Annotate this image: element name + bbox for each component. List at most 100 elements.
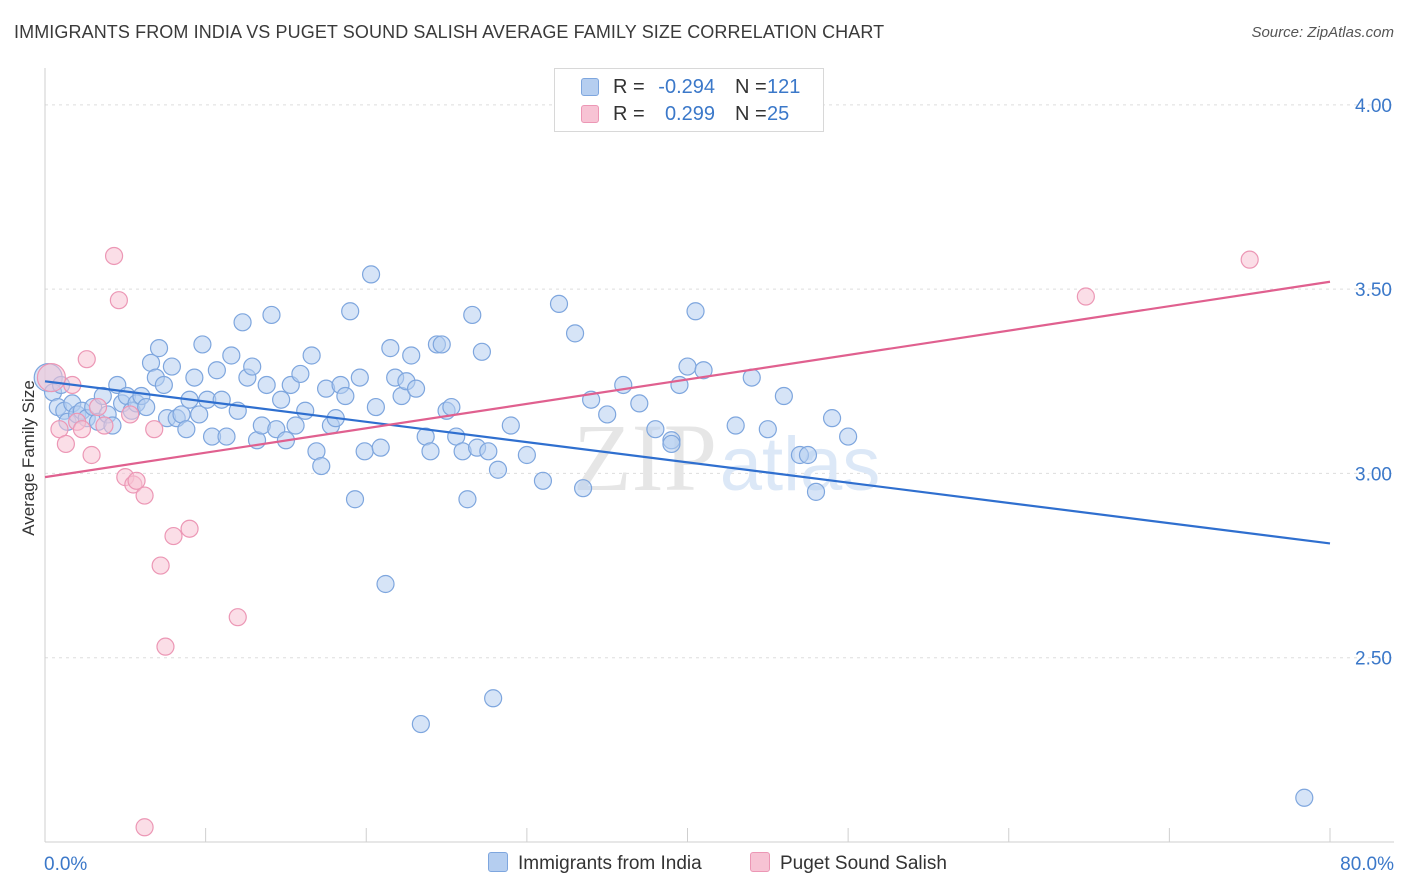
data-point [646,420,665,439]
data-point [135,486,154,505]
data-point [302,346,321,365]
data-point [406,379,426,398]
data-point [774,386,793,406]
data-point [839,427,858,446]
data-point [77,350,96,369]
data-point [185,368,204,387]
data-point [121,405,140,424]
data-point [371,438,390,457]
data-point [296,401,315,420]
legend-r-value: 0.299 [664,103,715,125]
data-point [565,324,585,343]
legend-swatch-blue [581,78,599,96]
data-point [573,479,593,498]
data-point [212,390,231,409]
data-point [366,397,385,417]
legend-row-india: R = -0.294 N = 121 [555,75,823,101]
data-point [127,471,146,490]
legend-n-value: 121 [767,76,801,98]
data-point [549,294,569,313]
data-point [472,342,491,361]
data-point [345,490,365,509]
data-point [164,526,183,546]
data-point [381,339,400,358]
data-point [82,445,101,465]
data-point [533,471,553,490]
data-point [109,291,128,310]
data-point [336,386,355,406]
data-point [686,302,705,321]
data-point [758,420,777,439]
data-point [262,305,281,325]
data-point [501,416,520,435]
data-point [56,434,75,454]
data-point [355,442,374,461]
legend-r-label: R = [613,76,645,98]
data-point [376,574,395,594]
data-point [145,420,164,439]
data-point [432,335,451,354]
y-tick-label: 3.50 [1355,280,1392,301]
correlation-legend: R = -0.294 N = 121 R = 0.299 N = 25 [554,68,824,132]
legend-label-salish: Puget Sound Salish [780,853,947,874]
data-point [193,335,212,354]
series-immigrants-india [33,265,1314,807]
data-point [694,361,713,380]
data-point [135,818,154,837]
data-point [286,416,305,435]
data-point [177,420,196,439]
watermark: ZIP atlas [573,404,880,511]
y-tick-label: 2.50 [1355,649,1392,670]
data-point [488,460,508,479]
source-label: Source: ZipAtlas.com [1251,24,1394,41]
data-point [421,442,440,461]
data-point [822,409,842,428]
y-tick-labels: 2.50 3.00 3.50 4.00 [1355,96,1392,670]
data-point [361,265,381,284]
data-point [598,405,617,424]
data-point [479,442,498,461]
data-point [726,416,745,435]
legend-swatch-pink [581,105,599,123]
x-tick-label: 0.0% [44,854,87,875]
data-point [149,339,169,358]
legend-label-india: Immigrants from India [518,853,702,874]
data-point [154,375,173,395]
data-point [1240,250,1259,269]
x-tick-label: 80.0% [1340,854,1394,875]
data-point [243,357,262,376]
data-point [151,556,170,575]
legend-n-label: N = [735,76,767,98]
legend-r-value: -0.294 [658,76,715,98]
data-point [222,346,241,365]
data-point [798,445,818,465]
data-point [517,445,536,465]
y-axis-label: Average Family Size [19,380,38,536]
data-point [72,420,92,439]
data-point [411,714,430,734]
data-point [678,357,697,376]
data-point [458,490,477,509]
legend-swatch-pink [750,852,770,872]
legend-row-salish: R = 0.299 N = 25 [555,102,823,128]
data-point [630,394,649,413]
data-point [207,361,226,380]
data-point [341,302,360,321]
data-point [1076,287,1095,306]
data-point [484,689,503,708]
data-point [217,427,236,446]
data-point [180,519,199,538]
trend-lines [44,280,1331,545]
legend-item-india: Immigrants from India [488,852,702,875]
legend-swatch-blue [488,852,508,872]
data-point [1295,788,1314,807]
data-point [228,608,247,627]
legend-item-salish: Puget Sound Salish [750,852,947,875]
trend-line [44,380,1331,545]
data-point [806,482,826,501]
data-point [162,357,181,376]
data-point [233,313,252,332]
legend-r-label: R = [613,103,645,125]
data-point [463,305,482,325]
